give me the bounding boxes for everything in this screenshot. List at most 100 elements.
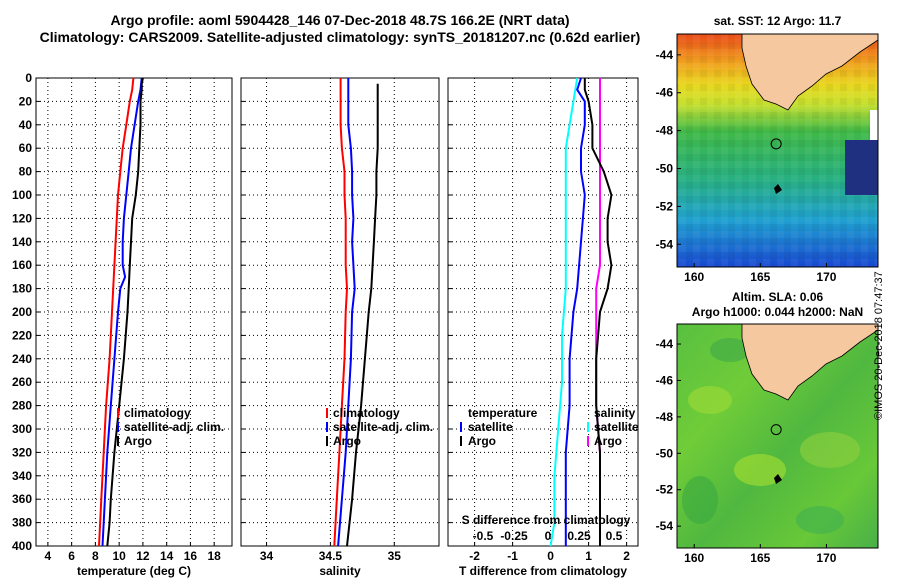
x-tick-label: 18 bbox=[208, 549, 222, 563]
map-y-tick-label: -48 bbox=[656, 410, 674, 424]
map-y-tick-label: -52 bbox=[656, 199, 674, 213]
legend-label: Argo bbox=[594, 434, 622, 448]
series-line-climatology bbox=[98, 77, 135, 547]
sst-map: 160 165 170 -44 -46 -48 -50 -52 -54 bbox=[656, 33, 879, 284]
y-tick-label: 0 bbox=[25, 71, 32, 85]
figure-title: Argo profile: aoml 5904428_146 07-Dec-20… bbox=[110, 12, 570, 28]
map-x-tick-label: 160 bbox=[684, 551, 704, 565]
y-tick-label: 100 bbox=[12, 188, 32, 202]
x-tick-label: 14 bbox=[160, 549, 174, 563]
map-x-tick-label: 170 bbox=[816, 551, 836, 565]
sla-map-title: Altim. SLA: 0.06 bbox=[731, 290, 824, 304]
sla-map-frame bbox=[676, 323, 879, 549]
y-tick-label: 20 bbox=[19, 94, 33, 108]
map-x-tick-label: 170 bbox=[816, 270, 836, 284]
y-tick-label: 80 bbox=[19, 165, 33, 179]
sst-cold-patch bbox=[845, 140, 878, 195]
x-tick-label: 35 bbox=[388, 549, 402, 563]
x-axis-label: T difference from climatology bbox=[459, 564, 627, 578]
imos-timestamp: ©IMOS 20-Dec-2018 07:47:37 bbox=[873, 271, 885, 420]
secondary-tick-label: 0 bbox=[545, 529, 552, 543]
y-tick-label: 240 bbox=[12, 352, 32, 366]
map-y-tick-label: -50 bbox=[656, 161, 674, 175]
plot-frame bbox=[35, 77, 233, 547]
x-tick-label: 8 bbox=[92, 549, 99, 563]
y-tick-label: 60 bbox=[19, 141, 33, 155]
secondary-tick-label: 0.5 bbox=[606, 529, 623, 543]
sla-map-axes: 160 165 170 -44 -46 -48 -50 -52 -54 bbox=[656, 337, 837, 565]
map-y-tick-label: -46 bbox=[656, 373, 674, 387]
x-axis-label: temperature (deg C) bbox=[77, 564, 191, 578]
y-tick-label: 380 bbox=[12, 516, 32, 530]
sst-map-title: sat. SST: 12 Argo: 11.7 bbox=[713, 14, 842, 28]
x-tick-label: 1 bbox=[585, 549, 592, 563]
map-y-tick-label: -54 bbox=[656, 237, 674, 251]
y-tick-label: 160 bbox=[12, 258, 32, 272]
map-y-tick-label: -44 bbox=[656, 48, 674, 62]
y-tick-label: 360 bbox=[12, 492, 32, 506]
x-tick-label: 34.5 bbox=[319, 549, 343, 563]
legend-label: Argo bbox=[124, 434, 152, 448]
sst-map-axes: 160 165 170 -44 -46 -48 -50 -52 -54 bbox=[656, 48, 837, 284]
x-tick-label: -1 bbox=[507, 549, 518, 563]
y-tick-label: 400 bbox=[12, 539, 32, 553]
figure-subtitle: Climatology: CARS2009. Satellite-adjuste… bbox=[39, 29, 641, 45]
y-tick-label: 260 bbox=[12, 375, 32, 389]
x-tick-label: 34 bbox=[260, 549, 274, 563]
series-line-t-satellite bbox=[549, 77, 579, 547]
x-tick-label: -2 bbox=[469, 549, 480, 563]
x-tick-label: 6 bbox=[68, 549, 75, 563]
series-line-climatology bbox=[333, 78, 349, 547]
x-tick-label: 10 bbox=[112, 549, 126, 563]
x-tick-label: 0 bbox=[547, 549, 554, 563]
series-line-argo bbox=[106, 77, 144, 547]
map-y-tick-label: -50 bbox=[656, 446, 674, 460]
y-tick-label: 200 bbox=[12, 305, 32, 319]
legend-label: satellite bbox=[468, 420, 513, 434]
secondary-axis-label: S difference from climatology bbox=[462, 513, 631, 527]
y-tick-label: 280 bbox=[12, 399, 32, 413]
secondary-tick-label: -0.25 bbox=[500, 529, 528, 543]
secondary-tick-label: 0.25 bbox=[567, 529, 591, 543]
difference-panel: -2 -1 0 1 2T difference from climatology temp… bbox=[447, 77, 639, 578]
south-island-landmass bbox=[741, 34, 878, 111]
map-x-tick-label: 160 bbox=[684, 270, 704, 284]
salinity-panel: 34 34.5 35 salinity climatologysatellite-adj… bbox=[240, 77, 440, 578]
y-tick-label: 180 bbox=[12, 282, 32, 296]
map-x-tick-label: 165 bbox=[750, 551, 770, 565]
x-tick-label: 4 bbox=[45, 549, 52, 563]
y-tick-label: 320 bbox=[12, 445, 32, 459]
y-tick-label: 40 bbox=[19, 118, 33, 132]
legend-label: temperature bbox=[468, 406, 538, 420]
y-tick-label: 120 bbox=[12, 211, 32, 225]
y-tick-label: 300 bbox=[12, 422, 32, 436]
map-y-tick-label: -44 bbox=[656, 337, 674, 351]
map-y-tick-label: -48 bbox=[656, 124, 674, 138]
x-tick-label: 2 bbox=[623, 549, 630, 563]
y-tick-label: 340 bbox=[12, 469, 32, 483]
map-y-tick-label: -52 bbox=[656, 483, 674, 497]
map-y-tick-label: -54 bbox=[656, 519, 674, 533]
series-line-s-argo bbox=[583, 78, 613, 546]
series-line-argo bbox=[346, 83, 379, 547]
series-line-satellite-adj-clim- bbox=[337, 78, 356, 547]
secondary-tick-label: -0.5 bbox=[473, 529, 494, 543]
sla-map: 160 165 170 -44 -46 -48 -50 -52 -54 bbox=[656, 323, 879, 565]
stewart-island-landmass bbox=[774, 474, 782, 484]
legend-label: satellite-adj. clim. bbox=[333, 420, 433, 434]
stewart-island-landmass bbox=[774, 184, 782, 194]
series-line-t-argo bbox=[564, 77, 586, 546]
x-tick-label: 16 bbox=[184, 549, 198, 563]
legend-label: satellite bbox=[594, 420, 639, 434]
legend-label: satellite-adj. clim. bbox=[124, 420, 224, 434]
x-tick-label: 12 bbox=[136, 549, 150, 563]
legend-label: Argo bbox=[468, 434, 496, 448]
south-island-landmass bbox=[741, 324, 878, 401]
temperature-panel: 4 6 8 10 12 14 16 18020406080100120140160180200… bbox=[12, 71, 233, 578]
argo-float-marker bbox=[770, 424, 782, 436]
sla-map-subtitle: Argo h1000: 0.044 h2000: NaN bbox=[691, 305, 864, 319]
sst-map-frame bbox=[676, 33, 879, 268]
y-tick-label: 140 bbox=[12, 235, 32, 249]
y-tick-label: 220 bbox=[12, 328, 32, 342]
